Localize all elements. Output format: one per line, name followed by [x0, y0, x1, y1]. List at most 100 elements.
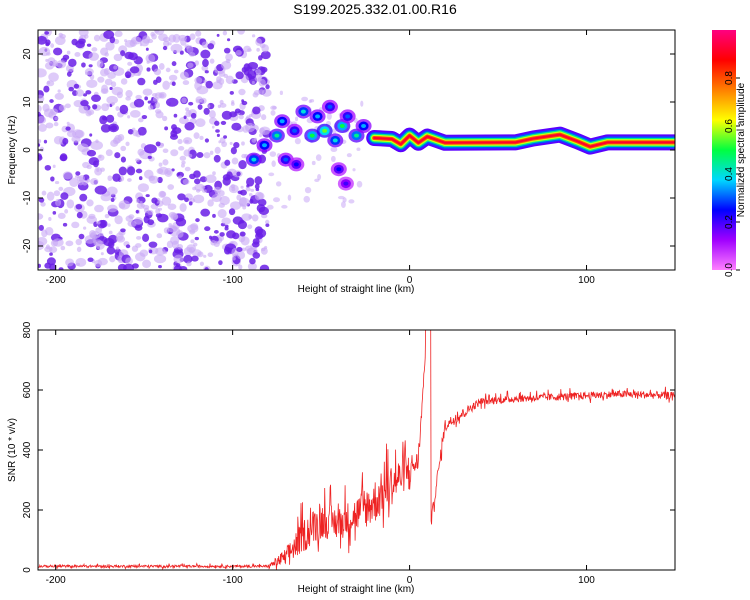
spectrogram-noise-speck: [270, 110, 276, 116]
spectrogram-noise-speck: [141, 115, 148, 120]
spectrogram-noise-speck: [186, 45, 194, 54]
spectrogram-noise-speck: [109, 255, 116, 263]
spectrogram-noise-speck: [230, 146, 237, 155]
spectrogram-noise-speck: [168, 74, 178, 81]
spectrogram-noise-speck: [268, 172, 275, 177]
spectrogram-noise-speck: [237, 190, 243, 195]
spectrogram-noise-speck: [175, 217, 187, 227]
spectrogram-noise-speck: [139, 249, 149, 257]
spectrogram-noise-speck: [53, 121, 59, 127]
spectrogram-noise-speck: [275, 181, 282, 187]
spectrogram-noise-speck: [162, 36, 171, 43]
spectrogram-noise-speck: [200, 97, 207, 104]
spectrogram-noise-speck: [83, 226, 87, 230]
spectrogram-noise-speck: [125, 141, 130, 147]
spectrogram-noise-speck: [49, 99, 54, 103]
spectrogram-noise-speck: [88, 64, 93, 68]
spectrogram-blob-core: [336, 167, 342, 172]
spectrogram-noise-speck: [55, 198, 62, 207]
spectrogram-noise-speck: [140, 203, 144, 207]
spectrogram-noise-speck: [167, 225, 178, 233]
spectrogram-noise-speck: [162, 115, 168, 122]
spectrogram-noise-speck: [202, 58, 209, 68]
spectrogram-noise-speck: [142, 233, 150, 243]
spectrogram-noise-speck: [224, 224, 229, 228]
spectrogram-noise-speck: [65, 126, 71, 131]
spectrogram-noise-speck: [44, 164, 52, 171]
spectrogram-noise-speck: [86, 149, 97, 157]
spectrogram-noise-speck: [238, 114, 244, 120]
spectrogram-noise-speck: [205, 174, 217, 184]
spectrogram-blob-core: [361, 124, 367, 128]
spectrogram-noise-speck: [162, 80, 170, 90]
spectrogram-noise-speck: [194, 183, 205, 192]
spectrogram-noise-speck: [203, 254, 207, 258]
spectrogram-noise-speck: [203, 79, 207, 84]
spectrogram-noise-speck: [114, 152, 121, 159]
spectrogram-noise-speck: [91, 94, 101, 103]
spectrogram-noise-speck: [54, 92, 64, 100]
spectrogram-noise-speck: [81, 62, 86, 68]
spectrogram-noise-speck: [158, 162, 163, 167]
spectrogram-noise-speck: [259, 126, 271, 136]
spectrogram-noise-speck: [171, 61, 177, 67]
spectrogram-noise-speck: [238, 88, 246, 96]
spectrogram-noise-speck: [258, 78, 266, 87]
spectrogram-noise-speck: [45, 122, 54, 129]
spectrogram-noise-speck: [255, 188, 260, 192]
spectrogram-noise-speck: [239, 231, 246, 237]
spectrogram-noise-speck: [189, 229, 196, 235]
spectrogram-noise-speck: [162, 148, 169, 154]
spectrogram-noise-speck: [48, 216, 52, 221]
spectrogram-noise-speck: [214, 146, 221, 154]
spectrogram-noise-speck: [216, 133, 220, 137]
spectrogram-noise-speck: [75, 171, 81, 176]
spectrogram-blob-core: [345, 114, 351, 119]
spectrogram-noise-speck: [132, 129, 139, 137]
spectrogram-noise-speck: [66, 71, 72, 77]
spectrogram-noise-speck: [52, 238, 64, 247]
spectrogram-noise-speck: [97, 257, 108, 266]
spectrogram-noise-speck: [192, 186, 197, 191]
spectrogram-noise-speck: [173, 113, 178, 118]
snr-xtick-label: -100: [223, 575, 243, 586]
spectrogram-noise-speck: [73, 83, 80, 89]
spectrogram-noise-speck: [38, 213, 44, 220]
spectrogram-noise-speck: [360, 100, 364, 107]
spectrogram-noise-speck: [86, 43, 92, 47]
spectrogram-noise-speck: [240, 185, 244, 189]
spectrogram-noise-speck: [301, 96, 309, 102]
spectrogram-noise-speck: [62, 171, 73, 180]
spectrogram-noise-speck: [200, 49, 211, 59]
spectrogram-noise-speck: [247, 224, 253, 230]
spectrogram-noise-speck: [247, 69, 257, 80]
spectrogram-noise-speck: [158, 264, 162, 269]
spectrogram-noise-speck: [77, 143, 89, 153]
spectrogram-noise-speck: [135, 209, 139, 214]
spectrogram-blob-core: [293, 162, 299, 167]
colorbar: 0.0 0.2 0.4 0.6 0.8 Normalized spectral ampl…: [712, 30, 747, 277]
spectrogram-noise-speck: [219, 99, 224, 105]
spectrogram-noise-speck: [59, 154, 68, 162]
spectrogram-noise-speck: [223, 246, 231, 255]
spectrogram-noise-speck: [107, 72, 116, 79]
spectrogram-noise-speck: [106, 95, 118, 105]
spectrogram-noise-speck: [62, 137, 69, 145]
spectrogram-noise-speck: [127, 220, 137, 228]
spectrogram-noise-speck: [125, 244, 131, 249]
spectrogram-noise-speck: [109, 36, 116, 44]
spectrogram-noise-speck: [258, 89, 265, 95]
spectrogram-noise-speck: [265, 84, 270, 90]
spectrogram-noise-speck: [249, 257, 256, 265]
snr-plot: [38, 330, 675, 570]
spectrogram-noise-speck: [138, 176, 143, 181]
spectrogram-noise-speck: [219, 232, 225, 237]
spectrogram-noise-speck: [94, 167, 103, 176]
spectrogram-noise-speck: [146, 67, 151, 72]
spectrogram-noise-speck: [93, 34, 101, 42]
spectrogram-noise-speck: [118, 166, 127, 176]
spectrogram-noise-speck: [194, 178, 201, 185]
spectrogram-noise-speck: [124, 71, 132, 79]
spectrogram-noise-speck: [304, 186, 312, 194]
